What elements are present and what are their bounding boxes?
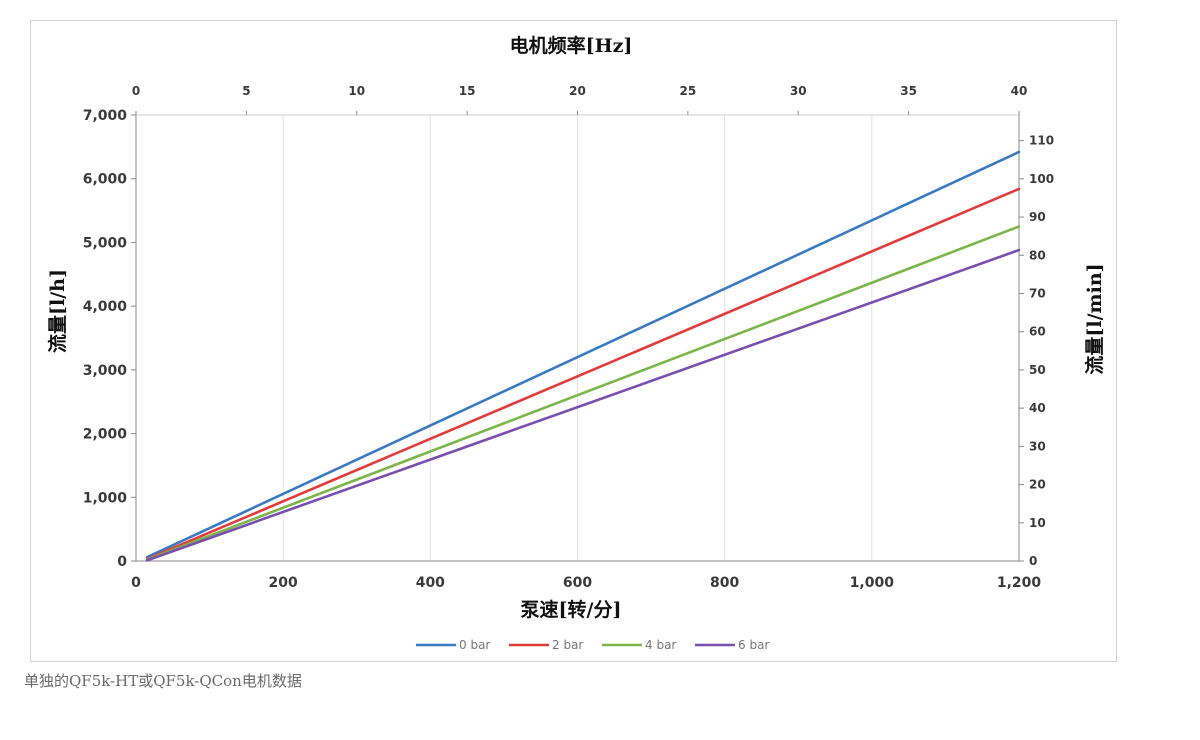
legend-label: 4 bar bbox=[645, 638, 676, 652]
legend: 0 bar 2 bar 4 bar 6 bar bbox=[416, 638, 769, 652]
flow-chart: 0 200 400 600 800 1,000 1,20001,0002,0003,0004… bbox=[46, 34, 1106, 652]
y2-tick-label: 0 bbox=[1029, 554, 1037, 568]
figure-caption: 单独的QF5k-HT或QF5k-QCon电机数据 bbox=[24, 672, 302, 690]
x-tick-label: 800 bbox=[710, 575, 739, 591]
x2-tick-label: 25 bbox=[680, 84, 697, 98]
y2-tick-label: 60 bbox=[1029, 325, 1046, 339]
y2-tick-label: 40 bbox=[1029, 401, 1046, 415]
right-axis-title: 流量[l/min] bbox=[1083, 263, 1106, 374]
x2-tick-label: 35 bbox=[900, 84, 917, 98]
chart-frame: 0 200 400 600 800 1,000 1,200 0 1,000 2,000 3,000 4… bbox=[30, 20, 1117, 662]
y2-tick-label: 70 bbox=[1029, 286, 1046, 300]
top-axis-title: 电机频率[Hz] bbox=[510, 34, 633, 57]
ticks-layer: 0 200 400 600 800 1,000 1,20001,0002,0003,0004… bbox=[83, 84, 1054, 591]
x2-tick-label: 5 bbox=[242, 84, 250, 98]
y-tick-label: 3,000 bbox=[83, 363, 128, 379]
y2-tick-label: 10 bbox=[1029, 516, 1046, 530]
y2-tick-label: 30 bbox=[1029, 439, 1046, 453]
y-tick-label: 5,000 bbox=[83, 235, 128, 251]
y-tick-label: 6,000 bbox=[83, 172, 128, 188]
x-tick-label: 600 bbox=[563, 575, 592, 591]
x-tick-label: 200 bbox=[269, 575, 298, 591]
grid-layer bbox=[135, 115, 1020, 561]
x2-tick-label: 30 bbox=[790, 84, 807, 98]
x2-tick-label: 10 bbox=[348, 84, 365, 98]
y2-tick-label: 110 bbox=[1029, 134, 1054, 148]
left-axis-title: 流量[l/h] bbox=[46, 269, 69, 353]
y2-tick-label: 80 bbox=[1029, 248, 1046, 262]
x2-tick-label: 40 bbox=[1011, 84, 1028, 98]
y-tick-label: 1,000 bbox=[83, 490, 128, 506]
y2-tick-label: 50 bbox=[1029, 363, 1046, 377]
legend-label: 6 bar bbox=[738, 638, 769, 652]
y2-tick-label: 100 bbox=[1029, 172, 1054, 186]
series-layer bbox=[145, 150, 1021, 562]
legend-label: 2 bar bbox=[552, 638, 583, 652]
series-line-6-bar bbox=[145, 248, 1021, 562]
x2-tick-label: 20 bbox=[569, 84, 586, 98]
x2-tick-label: 0 bbox=[132, 84, 140, 98]
x-tick-label: 1,200 bbox=[997, 575, 1042, 591]
bottom-axis-title: 泵速[转/分] bbox=[521, 598, 622, 621]
y2-tick-label: 90 bbox=[1029, 210, 1046, 224]
y2-tick-label: 20 bbox=[1029, 478, 1046, 492]
legend-label: 0 bar bbox=[459, 638, 490, 652]
series-line-0-bar bbox=[145, 150, 1021, 559]
series-line-4-bar bbox=[145, 225, 1021, 562]
y-tick-label: 4,000 bbox=[83, 299, 128, 315]
x-tick-label: 1,000 bbox=[850, 575, 895, 591]
y-tick-label: 2,000 bbox=[83, 427, 128, 443]
x-tick-label: 400 bbox=[416, 575, 445, 591]
x2-tick-label: 15 bbox=[459, 84, 476, 98]
x-tick-label: 0 bbox=[131, 575, 141, 591]
series-line-2-bar bbox=[145, 187, 1021, 561]
y-tick-label: 7,000 bbox=[83, 108, 128, 124]
y-tick-label: 0 bbox=[117, 554, 127, 570]
